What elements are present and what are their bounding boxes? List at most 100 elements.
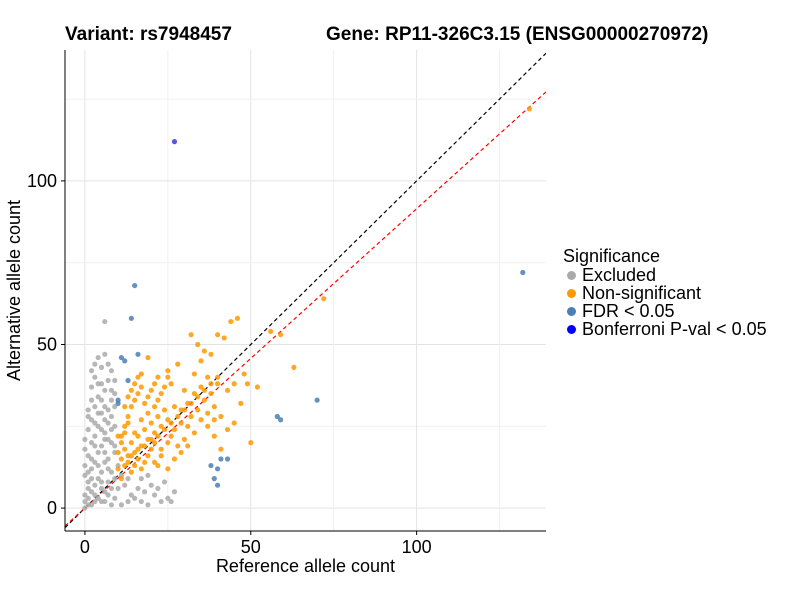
point-excluded <box>88 384 95 390</box>
point-excluded <box>85 469 91 475</box>
point-non-significant <box>128 440 134 446</box>
point-non-significant <box>171 426 178 433</box>
point-excluded <box>145 472 151 478</box>
point-excluded <box>145 502 151 508</box>
point-excluded <box>105 361 111 367</box>
point-excluded <box>158 498 164 505</box>
point-non-significant <box>201 348 207 354</box>
point-non-significant <box>128 453 134 459</box>
point-non-significant <box>165 417 171 423</box>
point-excluded <box>108 502 115 508</box>
point-fdr-0-05 <box>115 400 121 406</box>
point-non-significant <box>178 420 184 426</box>
point-non-significant <box>185 443 191 449</box>
point-non-significant <box>155 397 161 403</box>
point-excluded <box>92 420 98 426</box>
point-excluded <box>161 479 168 485</box>
point-excluded <box>82 462 88 469</box>
point-non-significant <box>234 315 241 321</box>
chart-title-variant: Variant: rs7948457 <box>65 24 232 45</box>
point-non-significant <box>151 404 158 410</box>
point-excluded <box>112 476 118 482</box>
point-non-significant <box>148 446 154 452</box>
x-axis-label: Reference allele count <box>216 556 395 576</box>
point-excluded <box>95 449 101 456</box>
point-excluded <box>102 404 108 410</box>
point-non-significant <box>178 449 184 456</box>
point-non-significant <box>138 417 144 423</box>
point-non-significant <box>161 384 168 390</box>
point-excluded <box>98 443 105 449</box>
point-non-significant <box>188 400 194 406</box>
legend-item-excluded: Excluded <box>563 266 767 284</box>
point-non-significant <box>185 423 191 429</box>
point-non-significant <box>125 394 131 400</box>
point-excluded <box>105 456 111 462</box>
fitted-line <box>65 91 546 527</box>
point-excluded <box>151 492 158 498</box>
legend-title: Significance <box>563 246 661 266</box>
point-excluded <box>95 476 101 482</box>
point-excluded <box>82 498 88 505</box>
point-non-significant <box>115 449 121 456</box>
point-excluded <box>105 492 111 498</box>
x-tick-label: 0 <box>80 537 90 557</box>
point-non-significant <box>151 440 158 446</box>
point-non-significant <box>145 410 151 416</box>
point-non-significant <box>142 426 148 433</box>
point-non-significant <box>211 433 217 439</box>
point-fdr-0-05 <box>128 315 134 321</box>
point-excluded <box>142 489 148 495</box>
point-non-significant <box>171 456 178 462</box>
point-excluded <box>82 472 88 478</box>
point-excluded <box>165 495 171 501</box>
point-excluded <box>82 436 88 442</box>
point-excluded <box>112 423 118 429</box>
point-non-significant <box>198 417 204 423</box>
point-non-significant <box>208 351 214 357</box>
point-non-significant <box>228 318 234 325</box>
point-non-significant <box>122 462 128 469</box>
point-non-significant <box>145 394 151 400</box>
point-non-significant <box>122 423 128 429</box>
point-fdr-0-05 <box>214 466 221 472</box>
point-non-significant <box>138 466 144 472</box>
point-excluded <box>102 351 108 357</box>
point-fdr-0-05 <box>132 282 138 289</box>
point-excluded <box>112 390 118 397</box>
legend-label: Excluded <box>582 265 657 285</box>
point-excluded <box>125 476 131 482</box>
point-excluded <box>98 469 105 475</box>
point-non-significant <box>205 374 211 380</box>
point-non-significant <box>118 476 124 482</box>
point-non-significant <box>161 426 168 433</box>
y-tick-label: 100 <box>27 171 57 191</box>
point-fdr-0-05 <box>224 456 231 462</box>
point-non-significant <box>205 423 211 429</box>
point-non-significant <box>135 446 141 452</box>
legend-swatch-fdr <box>567 306 576 316</box>
point-non-significant <box>125 459 131 465</box>
point-excluded <box>112 443 118 449</box>
point-non-significant <box>195 394 201 400</box>
point-excluded <box>92 374 98 380</box>
point-non-significant <box>135 374 141 380</box>
point-excluded <box>102 459 108 465</box>
point-non-significant <box>201 397 207 403</box>
legend-label: FDR < 0.05 <box>582 301 675 321</box>
point-fdr-0-05 <box>274 413 280 420</box>
point-non-significant <box>208 381 214 387</box>
point-excluded <box>95 462 101 469</box>
point-non-significant <box>211 417 217 423</box>
point-non-significant <box>115 433 121 439</box>
point-fdr-0-05 <box>135 351 141 357</box>
point-excluded <box>98 364 105 370</box>
point-non-significant <box>125 420 131 426</box>
point-non-significant <box>224 387 231 393</box>
point-non-significant <box>171 404 178 410</box>
point-non-significant <box>158 390 164 397</box>
point-non-significant <box>145 453 151 459</box>
point-non-significant <box>208 390 214 397</box>
identity-line <box>65 52 546 529</box>
point-excluded <box>135 485 141 492</box>
